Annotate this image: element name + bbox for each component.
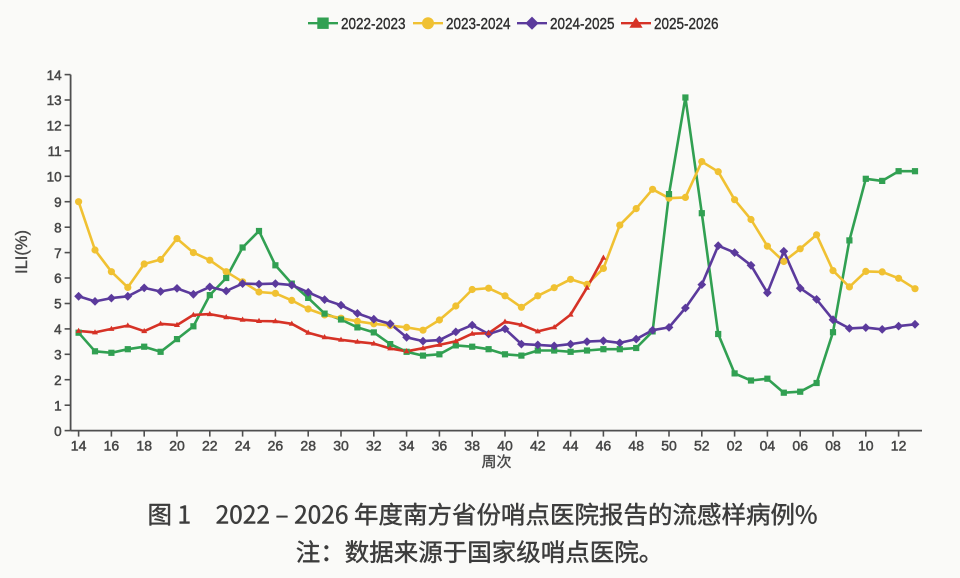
svg-text:22: 22 [202,438,218,454]
svg-text:6: 6 [54,271,62,286]
svg-text:2022-2023: 2022-2023 [341,16,406,33]
svg-text:0: 0 [54,424,62,439]
svg-text:2024-2025: 2024-2025 [550,16,615,33]
svg-text:9: 9 [54,195,62,210]
svg-text:4: 4 [54,322,62,337]
svg-text:02: 02 [727,438,743,454]
svg-text:14: 14 [47,68,63,83]
svg-text:10: 10 [858,438,874,454]
svg-text:40: 40 [497,438,513,454]
svg-text:3: 3 [54,348,62,363]
svg-text:11: 11 [48,144,62,159]
svg-text:2: 2 [54,373,62,388]
svg-text:8: 8 [54,220,62,235]
svg-text:12: 12 [47,119,62,134]
svg-text:08: 08 [825,438,841,454]
svg-text:5: 5 [54,297,62,312]
svg-text:14: 14 [71,438,87,454]
svg-text:28: 28 [300,438,316,454]
svg-text:30: 30 [333,438,349,454]
svg-text:13: 13 [47,93,62,108]
svg-text:48: 48 [628,438,644,454]
svg-text:10: 10 [47,170,62,185]
svg-text:7: 7 [54,246,62,261]
svg-text:24: 24 [235,438,251,454]
svg-text:1: 1 [54,398,62,413]
svg-text:46: 46 [596,438,612,454]
svg-text:32: 32 [366,438,382,454]
svg-text:2025-2026: 2025-2026 [654,16,719,33]
svg-text:50: 50 [661,438,677,454]
svg-text:52: 52 [694,438,710,454]
svg-text:34: 34 [399,438,415,454]
svg-text:36: 36 [432,438,448,454]
svg-text:44: 44 [563,438,579,454]
svg-text:06: 06 [792,438,808,454]
svg-text:20: 20 [169,438,185,454]
svg-text:26: 26 [268,438,284,454]
svg-text:38: 38 [464,438,480,454]
svg-text:2023-2024: 2023-2024 [446,16,511,33]
svg-text:04: 04 [760,438,776,454]
svg-text:16: 16 [104,438,120,454]
svg-text:ILI(%): ILI(%) [13,230,31,274]
svg-text:12: 12 [891,438,907,454]
svg-text:18: 18 [136,438,152,454]
svg-text:42: 42 [530,438,546,454]
